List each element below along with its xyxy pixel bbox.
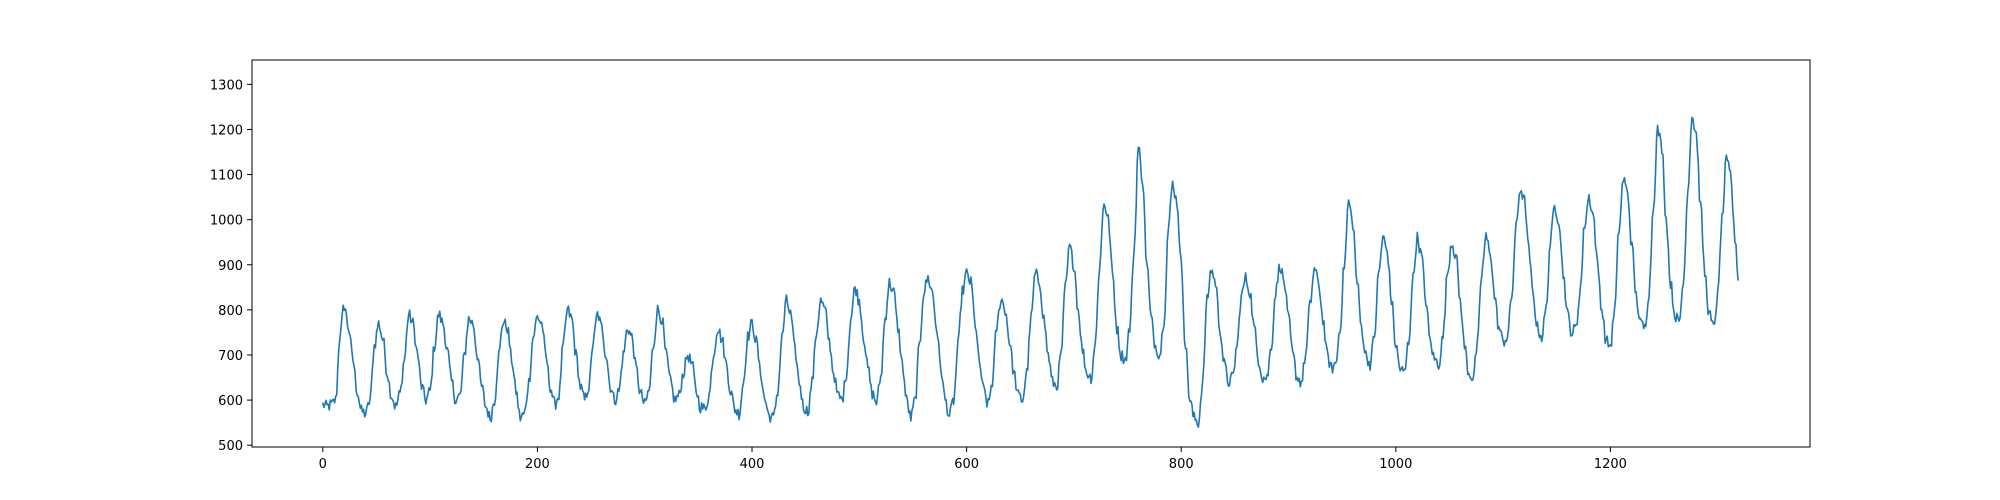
- y-tick-label: 1300: [210, 78, 243, 93]
- x-tick-label: 800: [1169, 457, 1194, 472]
- y-tick-label: 900: [218, 259, 243, 274]
- x-tick-label: 1200: [1594, 457, 1627, 472]
- axes-frame: [251, 59, 1811, 448]
- y-tick-label: 1200: [210, 123, 243, 138]
- series-line: [322, 116, 1739, 428]
- y-tick-label: 600: [218, 394, 243, 409]
- x-axis: 0 200 400 600 800 1000 1200: [319, 447, 1627, 472]
- x-tick-label: 200: [525, 457, 550, 472]
- y-tick-label: 1000: [210, 214, 243, 229]
- y-tick-label: 500: [218, 439, 243, 454]
- y-tick-label: 800: [218, 304, 243, 319]
- y-axis: 500 600 700 800 900 1000 1100 1200 1300: [210, 78, 252, 454]
- series-layer: [322, 116, 1739, 428]
- x-tick-label: 1000: [1379, 457, 1412, 472]
- x-tick-label: 0: [319, 457, 327, 472]
- x-tick-label: 600: [954, 457, 979, 472]
- x-tick-label: 400: [740, 457, 765, 472]
- y-tick-label: 700: [218, 349, 243, 364]
- y-tick-label: 1100: [210, 169, 243, 184]
